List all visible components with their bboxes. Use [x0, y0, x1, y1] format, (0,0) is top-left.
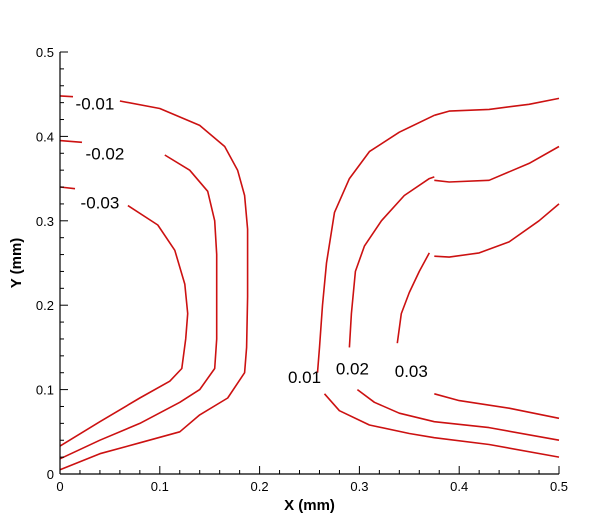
contour-line-0.02 [356, 388, 560, 441]
contour-line-0.01 [316, 114, 435, 373]
contour-line-0.03 [434, 393, 560, 420]
contour-line--0.01 [59, 95, 74, 98]
y-tick-label: 0.5 [36, 45, 54, 60]
contour-line-0.02 [434, 145, 560, 183]
y-tick-label: 0.4 [36, 129, 54, 144]
contour-line-0.01 [434, 97, 560, 117]
contour-label: 0.03 [395, 362, 428, 381]
x-axis-ticks: 0 0.1 0.2 0.3 0.4 0.5 [56, 466, 568, 494]
y-tick-label: 0 [47, 467, 54, 482]
contour-line--0.02 [59, 139, 83, 144]
x-axis-title: X (mm) [284, 497, 335, 514]
contour-line--0.01 [59, 100, 249, 471]
contour-label: -0.02 [86, 144, 125, 163]
contour-label: 0.02 [336, 360, 369, 379]
x-tick-label: 0.5 [550, 479, 568, 494]
y-tick-label: 0.2 [36, 298, 54, 313]
y-tick-label: 0.1 [36, 383, 54, 398]
contour-line-0.03 [396, 252, 431, 344]
contour-line-0.02 [348, 176, 435, 348]
contour-label: -0.03 [81, 193, 120, 212]
x-tick-label: 0.4 [450, 479, 468, 494]
contour-line--0.02 [59, 154, 218, 460]
contour-line-0.03 [434, 203, 560, 258]
contour-label: -0.01 [76, 95, 115, 114]
y-axis-title: Y (mm) [8, 238, 25, 289]
contour-label: 0.01 [288, 368, 321, 387]
x-tick-label: 0.3 [350, 479, 368, 494]
x-tick-label: 0.1 [151, 479, 169, 494]
y-tick-label: 0.3 [36, 214, 54, 229]
y-axis-ticks: 0 0.1 0.2 0.3 0.4 0.5 [36, 45, 68, 482]
x-tick-label: 0.2 [251, 479, 269, 494]
contour-lines [59, 95, 560, 471]
contour-line-0.01 [323, 393, 560, 458]
contour-labels: -0.01 -0.02 -0.03 0.01 0.02 0.03 [76, 95, 428, 387]
contour-line--0.03 [59, 204, 189, 447]
x-tick-label: 0 [56, 479, 63, 494]
